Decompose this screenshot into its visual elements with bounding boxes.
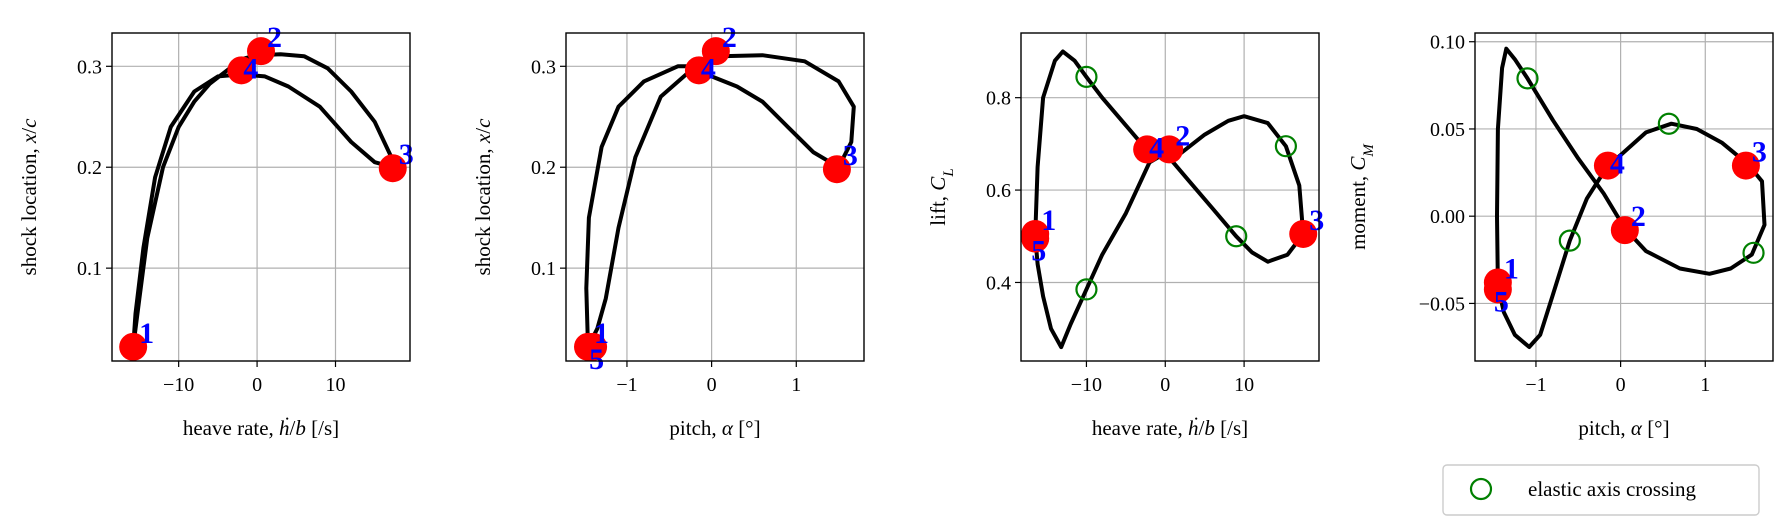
x-tick-label: 10 xyxy=(326,374,346,396)
state-marker-2 xyxy=(247,37,275,66)
x-axis-label: heave rate, ḣ/b [/s] xyxy=(183,416,339,440)
trajectory-curve xyxy=(1033,49,1306,350)
state-label-4: 4 xyxy=(243,52,258,85)
legend-crossing-marker xyxy=(1469,477,1493,501)
state-label-4: 4 xyxy=(1610,148,1625,181)
x-tick-label: −10 xyxy=(163,374,194,396)
state-label-3: 3 xyxy=(1752,136,1767,169)
y-axis-label: lift, CL xyxy=(926,168,957,225)
y-tick-label: 0.1 xyxy=(77,258,102,280)
state-marker-4 xyxy=(1593,151,1622,180)
state-marker-3 xyxy=(1731,151,1760,180)
trajectory-curve xyxy=(131,52,395,349)
chart-panel-4: 1 2 3 4 5 −1 0 1 −0.05 0.00 0.05 0.10 pitch, α [°] mo… xyxy=(1346,32,1774,440)
y-tick-label: 0.3 xyxy=(77,56,102,78)
state-label-3: 3 xyxy=(1309,204,1324,237)
crossing-marker xyxy=(1558,229,1581,252)
crossing-marker xyxy=(1075,65,1098,88)
state-label-1: 1 xyxy=(594,317,609,350)
state-marker-4 xyxy=(1133,135,1162,164)
legend-box xyxy=(1442,464,1760,516)
crossing-marker xyxy=(1657,112,1680,135)
x-tick-label: −10 xyxy=(1071,374,1102,396)
state-marker-4 xyxy=(684,56,713,85)
state-marker-4 xyxy=(227,56,256,85)
chart-panel-1: 1 2 3 4 −10 0 10 0.1 0.2 0.3 heave rate, ḣ/b [/s] s… xyxy=(17,21,414,440)
axes-frame xyxy=(1474,32,1774,362)
y-tick-label: 0.1 xyxy=(531,258,556,280)
y-tick-label: 0.4 xyxy=(986,272,1011,294)
y-tick-label: 0.8 xyxy=(986,88,1011,110)
crossing-marker xyxy=(1225,225,1248,248)
axes-frame xyxy=(111,32,411,362)
y-tick-label: 0.2 xyxy=(531,157,556,179)
state-marker-1 xyxy=(119,332,148,361)
y-axis-label: moment, CM xyxy=(1346,143,1377,250)
x-axis-label: heave rate, ḣ/b [/s] xyxy=(1092,416,1248,440)
state-label-4: 4 xyxy=(1149,131,1164,164)
x-tick-label: 10 xyxy=(1234,374,1254,396)
state-label-1: 1 xyxy=(1504,252,1519,285)
state-label-5: 5 xyxy=(589,343,604,376)
x-tick-label: 0 xyxy=(1616,374,1626,396)
x-tick-label: 1 xyxy=(791,374,801,396)
state-label-2: 2 xyxy=(1631,200,1646,233)
state-marker-2 xyxy=(1155,135,1184,164)
state-marker-5 xyxy=(1021,224,1050,253)
x-axis-label: pitch, α [°] xyxy=(1578,416,1669,440)
x-tick-label: 0 xyxy=(1160,374,1170,396)
trajectory-curve xyxy=(1495,46,1767,349)
state-marker-3 xyxy=(1289,219,1318,248)
x-tick-label: 0 xyxy=(707,374,717,396)
y-tick-label: 0.00 xyxy=(1430,206,1465,228)
x-tick-label: 1 xyxy=(1700,374,1710,396)
legend-label: elastic axis crossing xyxy=(1528,477,1696,501)
x-tick-label: −1 xyxy=(616,374,637,396)
axes-frame xyxy=(565,32,865,362)
state-label-1: 1 xyxy=(1041,204,1056,237)
y-tick-label: −0.05 xyxy=(1419,293,1465,315)
state-marker-3 xyxy=(378,154,407,183)
crossing-marker xyxy=(1742,241,1765,264)
state-label-1: 1 xyxy=(139,317,154,350)
chart-panel-2: 1 2 3 4 5 −1 0 1 0.1 0.2 0.3 pitch, α [°] shock loca… xyxy=(471,21,865,440)
state-marker-5 xyxy=(1483,275,1512,304)
state-label-5: 5 xyxy=(1494,285,1509,318)
y-tick-label: 0.6 xyxy=(986,180,1011,202)
y-axis-label: shock location, x/c xyxy=(471,118,495,276)
crossing-marker xyxy=(1516,67,1539,90)
state-label-2: 2 xyxy=(722,21,737,54)
y-axis-label: shock location, x/c xyxy=(17,118,41,276)
legend: elastic axis crossing xyxy=(1442,464,1760,516)
state-marker-3 xyxy=(822,155,851,184)
x-tick-label: −1 xyxy=(1525,374,1546,396)
crossing-marker xyxy=(1274,135,1297,158)
axes-frame xyxy=(1020,32,1320,362)
y-tick-label: 0.2 xyxy=(77,157,102,179)
state-marker-2 xyxy=(1610,216,1639,245)
state-label-2: 2 xyxy=(267,21,282,54)
state-marker-2 xyxy=(701,37,730,66)
state-label-3: 3 xyxy=(843,139,858,172)
y-tick-label: 0.05 xyxy=(1430,119,1465,141)
y-tick-label: 0.10 xyxy=(1430,32,1465,54)
y-tick-label: 0.3 xyxy=(531,56,556,78)
x-axis-label: pitch, α [°] xyxy=(669,416,760,440)
crossing-marker xyxy=(1075,278,1098,301)
state-marker-5 xyxy=(579,332,608,361)
trajectory-curve xyxy=(584,53,856,349)
state-label-3: 3 xyxy=(399,138,414,171)
state-label-5: 5 xyxy=(1031,235,1046,268)
x-tick-label: 0 xyxy=(252,374,262,396)
chart-panel-3: 1 2 3 4 5 −10 0 10 0.4 0.6 0.8 heave rate, ḣ/b [/s]… xyxy=(926,32,1324,440)
state-label-4: 4 xyxy=(701,52,716,85)
state-label-2: 2 xyxy=(1175,119,1190,152)
